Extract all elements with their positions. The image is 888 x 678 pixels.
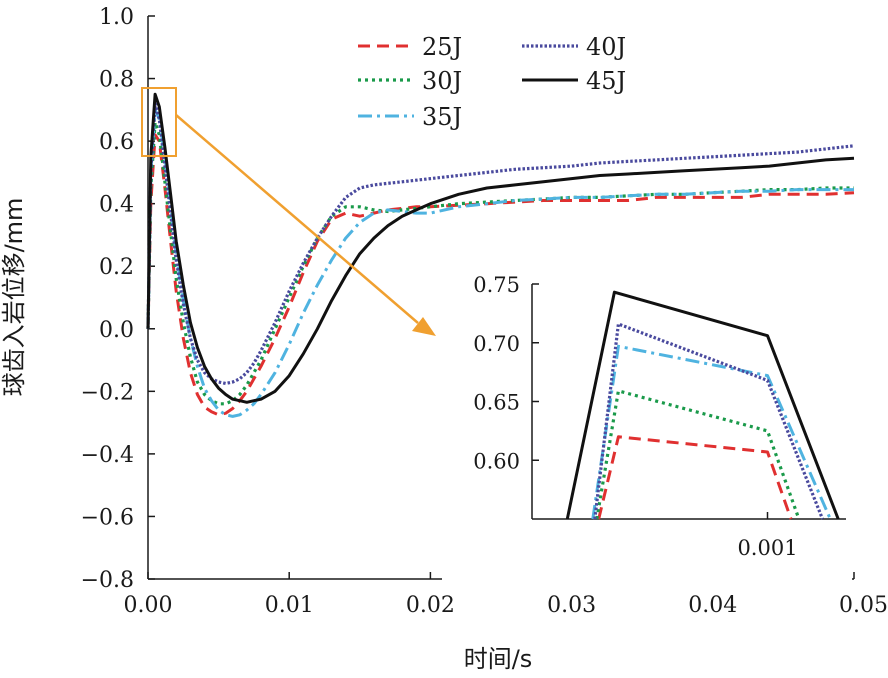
inset-series-line-30J xyxy=(595,389,801,520)
x-tick-label: 0.05 xyxy=(839,593,888,618)
y-tick-label: 0.4 xyxy=(99,193,134,218)
zoom-box xyxy=(141,87,436,336)
legend-label-30J: 30J xyxy=(422,67,462,95)
x-tick-label: 0.01 xyxy=(265,593,314,618)
y-tick-label: 0.8 xyxy=(99,68,134,93)
x-axis-label: 时间/s xyxy=(464,645,533,673)
y-tick-label: 0.2 xyxy=(99,255,134,280)
x-tick-label: 0.02 xyxy=(406,593,455,618)
inset-y-tick-label: 0.65 xyxy=(473,391,520,415)
legend-label-45J: 45J xyxy=(586,67,626,95)
series-line-25J xyxy=(146,133,855,417)
y-tick-label: 1.0 xyxy=(99,5,134,30)
zoom-rectangle xyxy=(141,87,177,157)
legend-label-35J: 35J xyxy=(422,103,462,131)
x-tick-label: 0.00 xyxy=(124,593,173,618)
inset-plot: 0.60 0.65 0.70 0.75 0.001 xyxy=(442,273,852,581)
zoom-arrow-line xyxy=(175,114,419,324)
legend-label-25J: 25J xyxy=(422,33,462,61)
y-axis-label: 球齿入岩位移/mm xyxy=(0,198,28,397)
inset-series-line-45J xyxy=(565,290,840,520)
inset-background xyxy=(442,276,852,581)
x-tick-label: 0.04 xyxy=(688,593,737,618)
y-tick-label: −0.8 xyxy=(81,568,134,593)
zoom-arrow-head xyxy=(412,317,436,336)
inset-x-tick-label: 0.001 xyxy=(737,536,797,560)
series-line-45J xyxy=(146,92,855,404)
inset-y-tick-label: 0.60 xyxy=(473,449,520,473)
legend-label-40J: 40J xyxy=(586,33,626,61)
y-tick-label: −0.6 xyxy=(81,505,134,530)
inset-y-tick-label: 0.70 xyxy=(473,332,520,356)
legend: 25J 30J 35J 40J 45J xyxy=(358,33,626,131)
inset-y-tick-label: 0.75 xyxy=(473,273,520,297)
main-plot: −0.8 −0.6 −0.4 −0.2 0.0 0.2 0.4 0.6 0.8 1.0 0.00 0.… xyxy=(81,5,888,618)
y-tick-label: −0.4 xyxy=(81,443,134,468)
y-tick-label: 0.6 xyxy=(99,130,134,155)
y-tick-label: 0.0 xyxy=(99,318,134,343)
x-tick-label: 0.03 xyxy=(547,593,596,618)
inset-series-line-25J xyxy=(597,435,793,520)
y-tick-label: −0.2 xyxy=(81,380,134,405)
inset-series-line-40J xyxy=(593,322,824,520)
